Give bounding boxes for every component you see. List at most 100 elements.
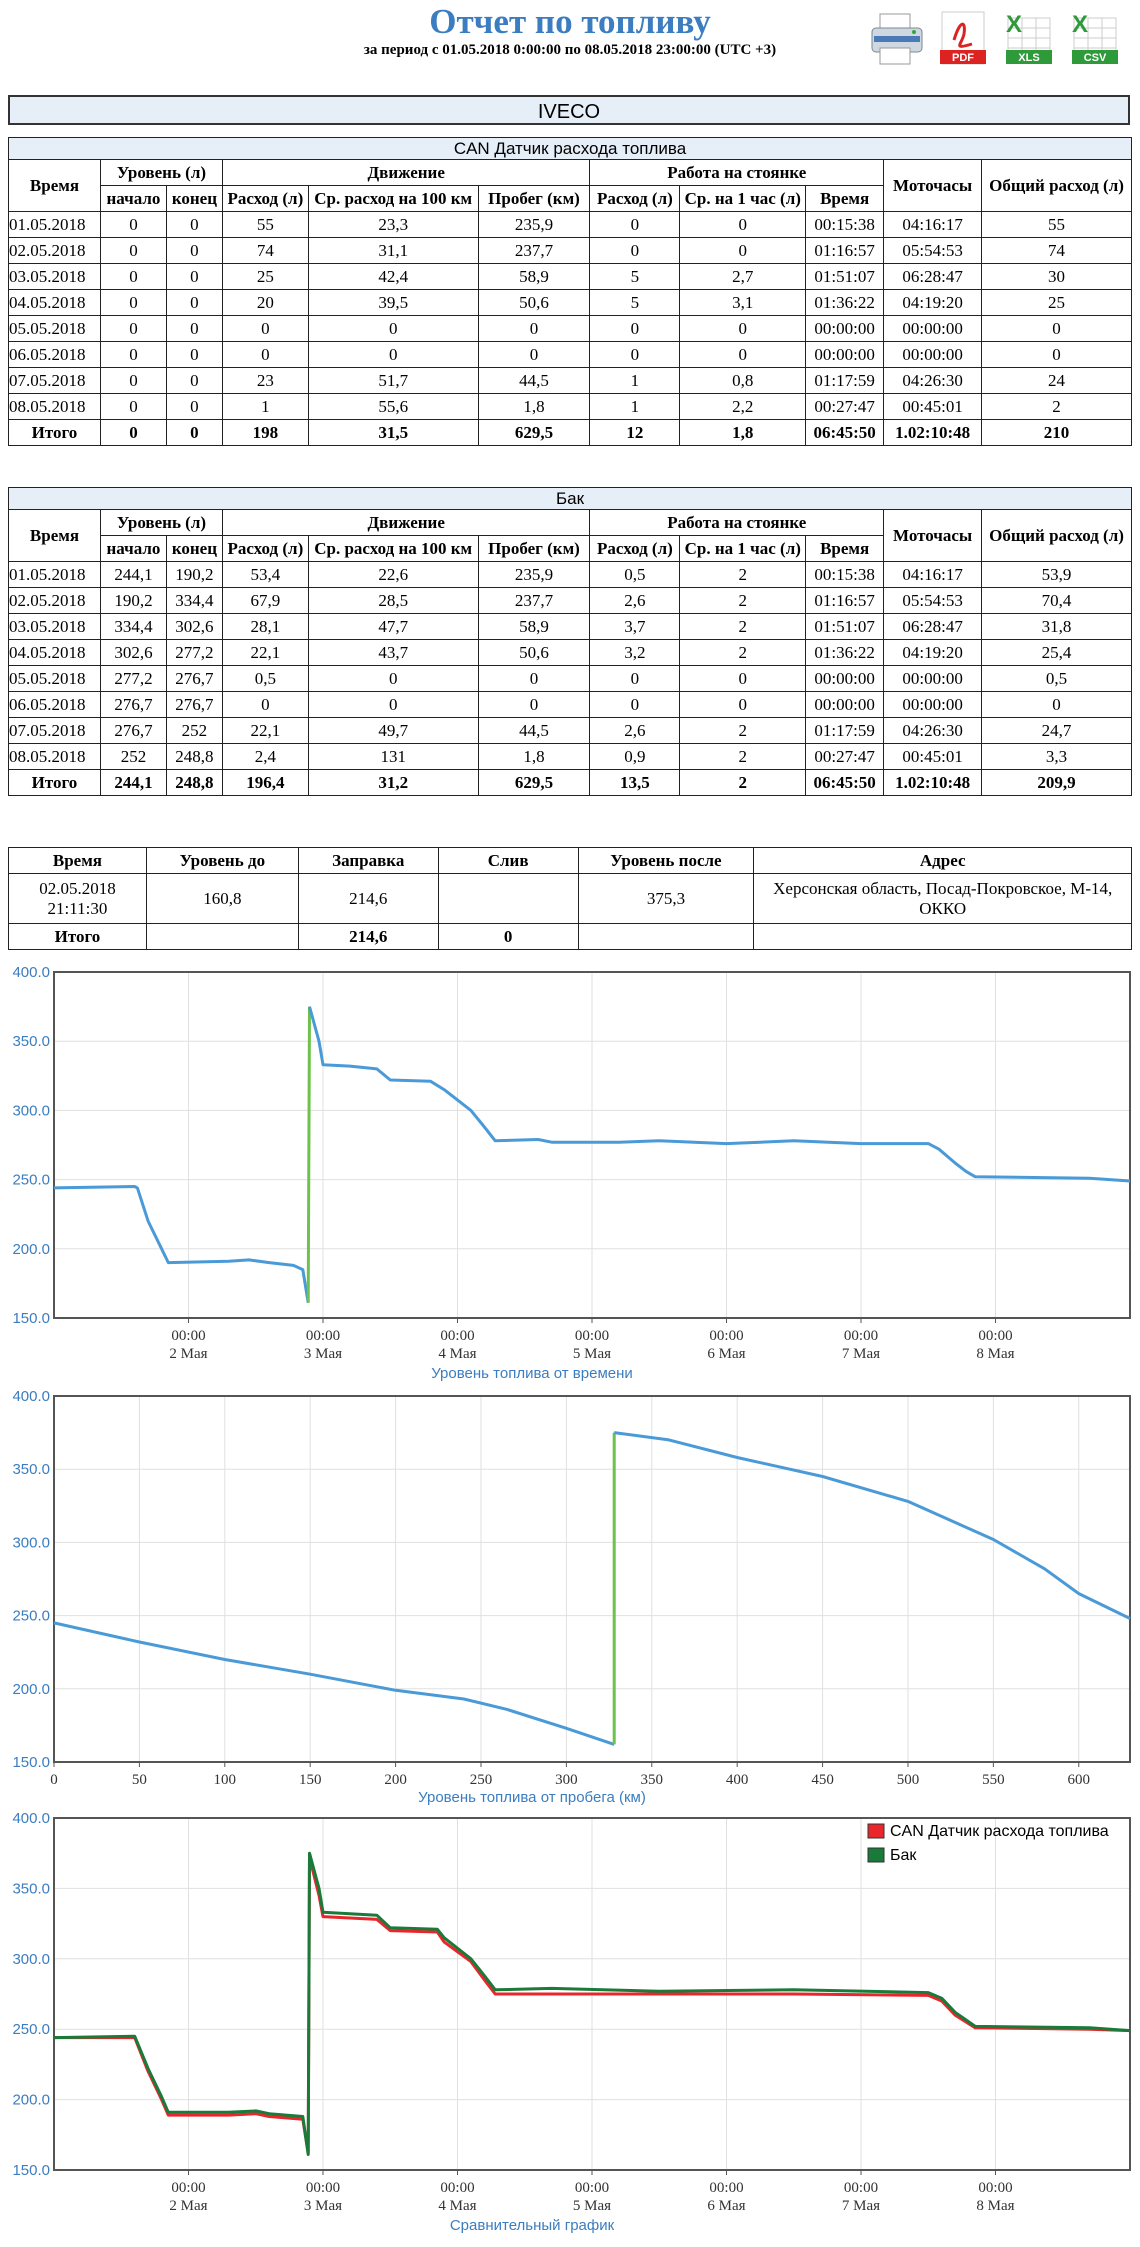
total-cell: 12 (589, 419, 681, 446)
col-avg-100: Ср. расход на 100 км (307, 185, 479, 212)
chart-level-vs-time: 150.0 200.0 250.0 300.0 350.0 400.0 00:00 2 Мая… (8, 966, 1132, 1386)
table-cell: 276,7 (165, 691, 223, 718)
table-cell: 2,7 (679, 263, 807, 290)
x-tick-label: 100 (214, 1772, 237, 1788)
table-cell: 07.05.2018 (8, 717, 101, 744)
pdf-icon[interactable]: PDF (934, 10, 992, 68)
total-cell: 248,8 (165, 769, 223, 796)
table-row: 03.05.2018 0 0 25 42,4 58,9 5 2,7 01:51:07 06:28:… (8, 263, 1132, 290)
vehicle-name: IVECO (8, 95, 1130, 125)
print-icon[interactable] (868, 10, 926, 68)
total-cell: 1.02:10:48 (883, 769, 983, 796)
table-cell: 00:15:38 (805, 561, 885, 588)
table-cell: 0,8 (679, 367, 807, 394)
table-cell: 0 (477, 315, 591, 342)
table-cell: 58,9 (477, 263, 591, 290)
x-tick-label: 200 (384, 1772, 407, 1788)
x-tick-label: 500 (897, 1772, 920, 1788)
x-tick-date: 6 Мая (707, 1346, 745, 1362)
table-cell: 0 (477, 341, 591, 368)
col-drain: Слив (437, 847, 579, 874)
table-cell: 0 (589, 691, 681, 718)
table-row: 08.05.2018 252 248,8 2,4 131 1,8 0,9 2 00:27:47 0… (8, 743, 1132, 770)
table-row: 02.05.2018 0 0 74 31,1 237,7 0 0 01:16:57 05:54:5… (8, 237, 1132, 264)
refuel-address: Херсонская область, Посад-Покровское, М-… (753, 873, 1132, 924)
col-parking: Работа на стоянке (589, 159, 885, 186)
col-avg-100: Ср. расход на 100 км (307, 535, 479, 562)
table-cell: 00:00:00 (805, 691, 885, 718)
y-tick-label: 400.0 (12, 966, 50, 981)
table-cell: 04.05.2018 (8, 639, 101, 666)
total-row: Итого 244,1 248,8 196,4 31,2 629,5 13,5 2 06:45:… (8, 769, 1132, 796)
table-cell: 2 (981, 393, 1132, 420)
total-cell: 629,5 (477, 419, 591, 446)
col-level-before: Уровень до (145, 847, 299, 874)
chart-label: Уровень топлива от пробега (км) (418, 1789, 646, 1806)
table-cell: 55 (221, 211, 309, 238)
x-tick-time: 00:00 (844, 1328, 878, 1344)
table-cell: 0 (99, 315, 167, 342)
table-cell: 0 (679, 211, 807, 238)
table-cell: 131 (307, 743, 479, 770)
total-cell: 210 (981, 419, 1132, 446)
svg-text:X: X (1006, 11, 1022, 38)
total-cell: Итого (8, 769, 101, 796)
table-cell: 0 (165, 393, 223, 420)
x-tick-label: 150 (299, 1772, 322, 1788)
table-cell: 01:36:22 (805, 639, 885, 666)
col-parking: Работа на стоянке (589, 509, 885, 536)
pdf-label: PDF (952, 52, 974, 64)
x-tick-date: 8 Мая (976, 1346, 1014, 1362)
col-level-after: Уровень после (577, 847, 755, 874)
tank-table-caption: Бак (8, 487, 1132, 510)
x-tick-date: 4 Мая (438, 1346, 476, 1362)
y-tick-label: 350.0 (12, 1033, 50, 1050)
table-cell: 0 (679, 237, 807, 264)
table-cell: 0 (679, 341, 807, 368)
col-consumption: Расход (л) (221, 535, 309, 562)
table-cell: 252 (99, 743, 167, 770)
table-cell: 0 (477, 691, 591, 718)
table-cell: 31,8 (981, 613, 1132, 640)
x-tick-date: 5 Мая (573, 2198, 611, 2214)
table-cell: 0,9 (589, 743, 681, 770)
table-cell: 3,1 (679, 289, 807, 316)
table-cell: 22,1 (221, 717, 309, 744)
refuel-drain (437, 873, 579, 924)
table-cell: 0 (307, 665, 479, 692)
table-cell: 31,1 (307, 237, 479, 264)
table-cell: 0 (99, 393, 167, 420)
table-cell: 2 (679, 613, 807, 640)
col-movement: Движение (221, 509, 591, 536)
level-line (308, 1006, 1131, 1183)
x-tick-time: 00:00 (306, 2180, 340, 2196)
xls-icon[interactable]: X XLS (1000, 10, 1058, 68)
table-cell: 276,7 (99, 717, 167, 744)
level-line (53, 1185, 310, 1304)
col-parking-consumption: Расход (л) (589, 185, 681, 212)
col-moto: Моточасы (883, 509, 983, 562)
total-cell: 1,8 (679, 419, 807, 446)
table-cell: 39,5 (307, 289, 479, 316)
series-line (53, 1851, 1131, 2156)
table-cell: 0 (589, 211, 681, 238)
csv-icon[interactable]: X CSV (1066, 10, 1124, 68)
x-tick-label: 550 (982, 1772, 1005, 1788)
legend-label: CAN Датчик расхода топлива (890, 1823, 1109, 1840)
table-cell: 2 (679, 717, 807, 744)
y-tick-label: 200.0 (12, 2092, 50, 2109)
table-cell: 01:51:07 (805, 613, 885, 640)
col-consumption: Расход (л) (221, 185, 309, 212)
table-cell: 00:45:01 (883, 743, 983, 770)
table-cell: 0 (981, 691, 1132, 718)
total-cell: 1.02:10:48 (883, 419, 983, 446)
table-cell: 0 (165, 315, 223, 342)
col-total: Общий расход (л) (981, 159, 1132, 212)
refuel-level-after: 375,3 (577, 873, 755, 924)
col-mileage: Пробег (км) (477, 185, 591, 212)
table-cell: 5 (589, 289, 681, 316)
x-tick-time: 00:00 (306, 1328, 340, 1344)
table-cell: 252 (165, 717, 223, 744)
table-cell: 0 (99, 341, 167, 368)
table-cell: 01.05.2018 (8, 561, 101, 588)
